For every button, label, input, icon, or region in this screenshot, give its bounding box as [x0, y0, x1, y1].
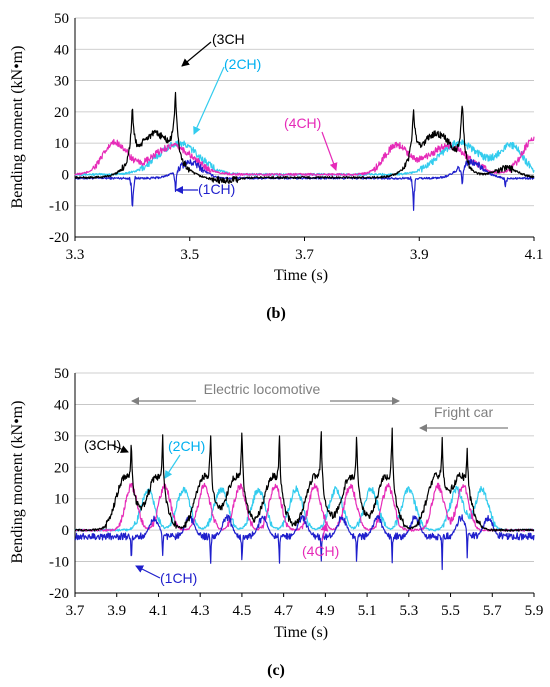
- chart-c: Bending moment (kN•m) Time (s) (c) -20 -1…: [9, 366, 543, 679]
- x-tick-label-b-3: 3.9: [410, 247, 429, 263]
- series-c: [74, 427, 535, 571]
- series-b-4ch: [74, 136, 535, 176]
- y-tick-label-b-7: 50: [54, 11, 69, 27]
- y-tick-label-b-5: 30: [54, 74, 69, 90]
- chart-b: Bending moment (kN•m) Time (s) (b) -20 -1…: [9, 11, 543, 322]
- x-tick-label-b-1: 3.5: [180, 247, 199, 263]
- x-tick-label-c-6: 4.9: [316, 603, 335, 619]
- x-tick-label-c-1: 3.9: [107, 603, 126, 619]
- x-tick-label-c-2: 4.1: [149, 603, 168, 619]
- series-b: [74, 91, 535, 211]
- series-c-2ch: [74, 485, 535, 532]
- arrow-2ch-b: [193, 66, 225, 135]
- y-tick-label-b-3: 10: [54, 136, 69, 152]
- annotation-4ch-c: (4CH): [302, 543, 339, 559]
- y-axis-title-c: Bending moment (kN•m): [9, 401, 26, 564]
- y-tick-label-b-4: 20: [54, 105, 69, 121]
- grid-c: [74, 372, 535, 597]
- y-axis-title-b: Bending moment (kN•m): [9, 46, 26, 209]
- y-tick-label-c-7: 50: [54, 366, 69, 382]
- series-c-3ch: [74, 427, 535, 532]
- y-tick-label-c-1: -10: [49, 555, 69, 571]
- y-tick-labels-c: -20 -10 0 10 20 30 40 50: [49, 366, 69, 602]
- arrow-2ch-c: [164, 454, 181, 479]
- arrow-1ch-c: [135, 565, 161, 579]
- x-tick-label-c-4: 4.5: [233, 603, 252, 619]
- y-tick-label-c-3: 10: [54, 492, 69, 508]
- annotation-3ch-c: (3CH): [84, 437, 121, 453]
- x-tick-label-c-11: 5.9: [525, 603, 544, 619]
- x-tick-label-c-7: 5.1: [358, 603, 377, 619]
- series-b-3ch: [74, 91, 535, 184]
- x-tick-label-c-9: 5.5: [441, 603, 460, 619]
- x-tick-label-c-8: 5.3: [399, 603, 418, 619]
- series-c-1ch: [74, 514, 535, 571]
- annotation-2ch-b: (2CH): [224, 56, 261, 72]
- x-tick-label-c-3: 4.3: [191, 603, 210, 619]
- y-tick-label-c-0: -20: [49, 586, 69, 602]
- y-tick-label-b-2: 0: [62, 167, 70, 183]
- annotation-fright-car: Fright car: [434, 404, 493, 420]
- y-tick-label-c-5: 30: [54, 429, 69, 445]
- x-tick-labels-b: 3.3 3.5 3.7 3.9 4.1: [66, 247, 544, 263]
- y-tick-label-b-6: 40: [54, 42, 69, 58]
- y-tick-label-b-1: -10: [49, 199, 69, 215]
- y-tick-label-c-6: 40: [54, 397, 69, 413]
- grid-b: [74, 17, 535, 241]
- x-tick-label-c-10: 5.7: [483, 603, 502, 619]
- annotation-4ch-b: (4CH): [284, 115, 321, 131]
- y-tick-label-c-4: 20: [54, 460, 69, 476]
- arrow-3ch-c: [111, 444, 129, 453]
- annotation-1ch-c: (1CH): [160, 570, 197, 586]
- x-tick-label-b-2: 3.7: [295, 247, 314, 263]
- x-tick-label-b-0: 3.3: [66, 247, 85, 263]
- caption-b: (b): [266, 305, 286, 322]
- arrow-4ch-c: [320, 523, 329, 542]
- caption-c: (c): [267, 662, 285, 679]
- annotation-3ch-b: (3CH: [212, 31, 245, 47]
- y-tick-label-c-2: 0: [62, 523, 70, 539]
- x-axis-title-b: Time (s): [274, 267, 328, 284]
- x-tick-label-b-4: 4.1: [525, 247, 544, 263]
- annotation-2ch-c: (2CH): [168, 438, 205, 454]
- annotation-electric-locomotive: Electric locomotive: [204, 381, 321, 397]
- arrow-3ch-b: [181, 41, 212, 67]
- x-tick-label-c-5: 4.7: [274, 603, 293, 619]
- x-axis-title-c: Time (s): [274, 624, 328, 641]
- x-tick-label-c-0: 3.7: [66, 603, 85, 619]
- arrow-4ch-b: [321, 131, 338, 171]
- x-tick-labels-c: 3.7 3.9 4.1 4.3 4.5 4.7 4.9 5.1 5.3 5.5 5.7 5.9: [66, 603, 544, 619]
- y-tick-label-b-0: -20: [49, 230, 69, 246]
- annotation-1ch-b: (1CH): [198, 181, 235, 197]
- y-tick-labels-b: -20 -10 0 10 20 30 40 50: [49, 11, 69, 246]
